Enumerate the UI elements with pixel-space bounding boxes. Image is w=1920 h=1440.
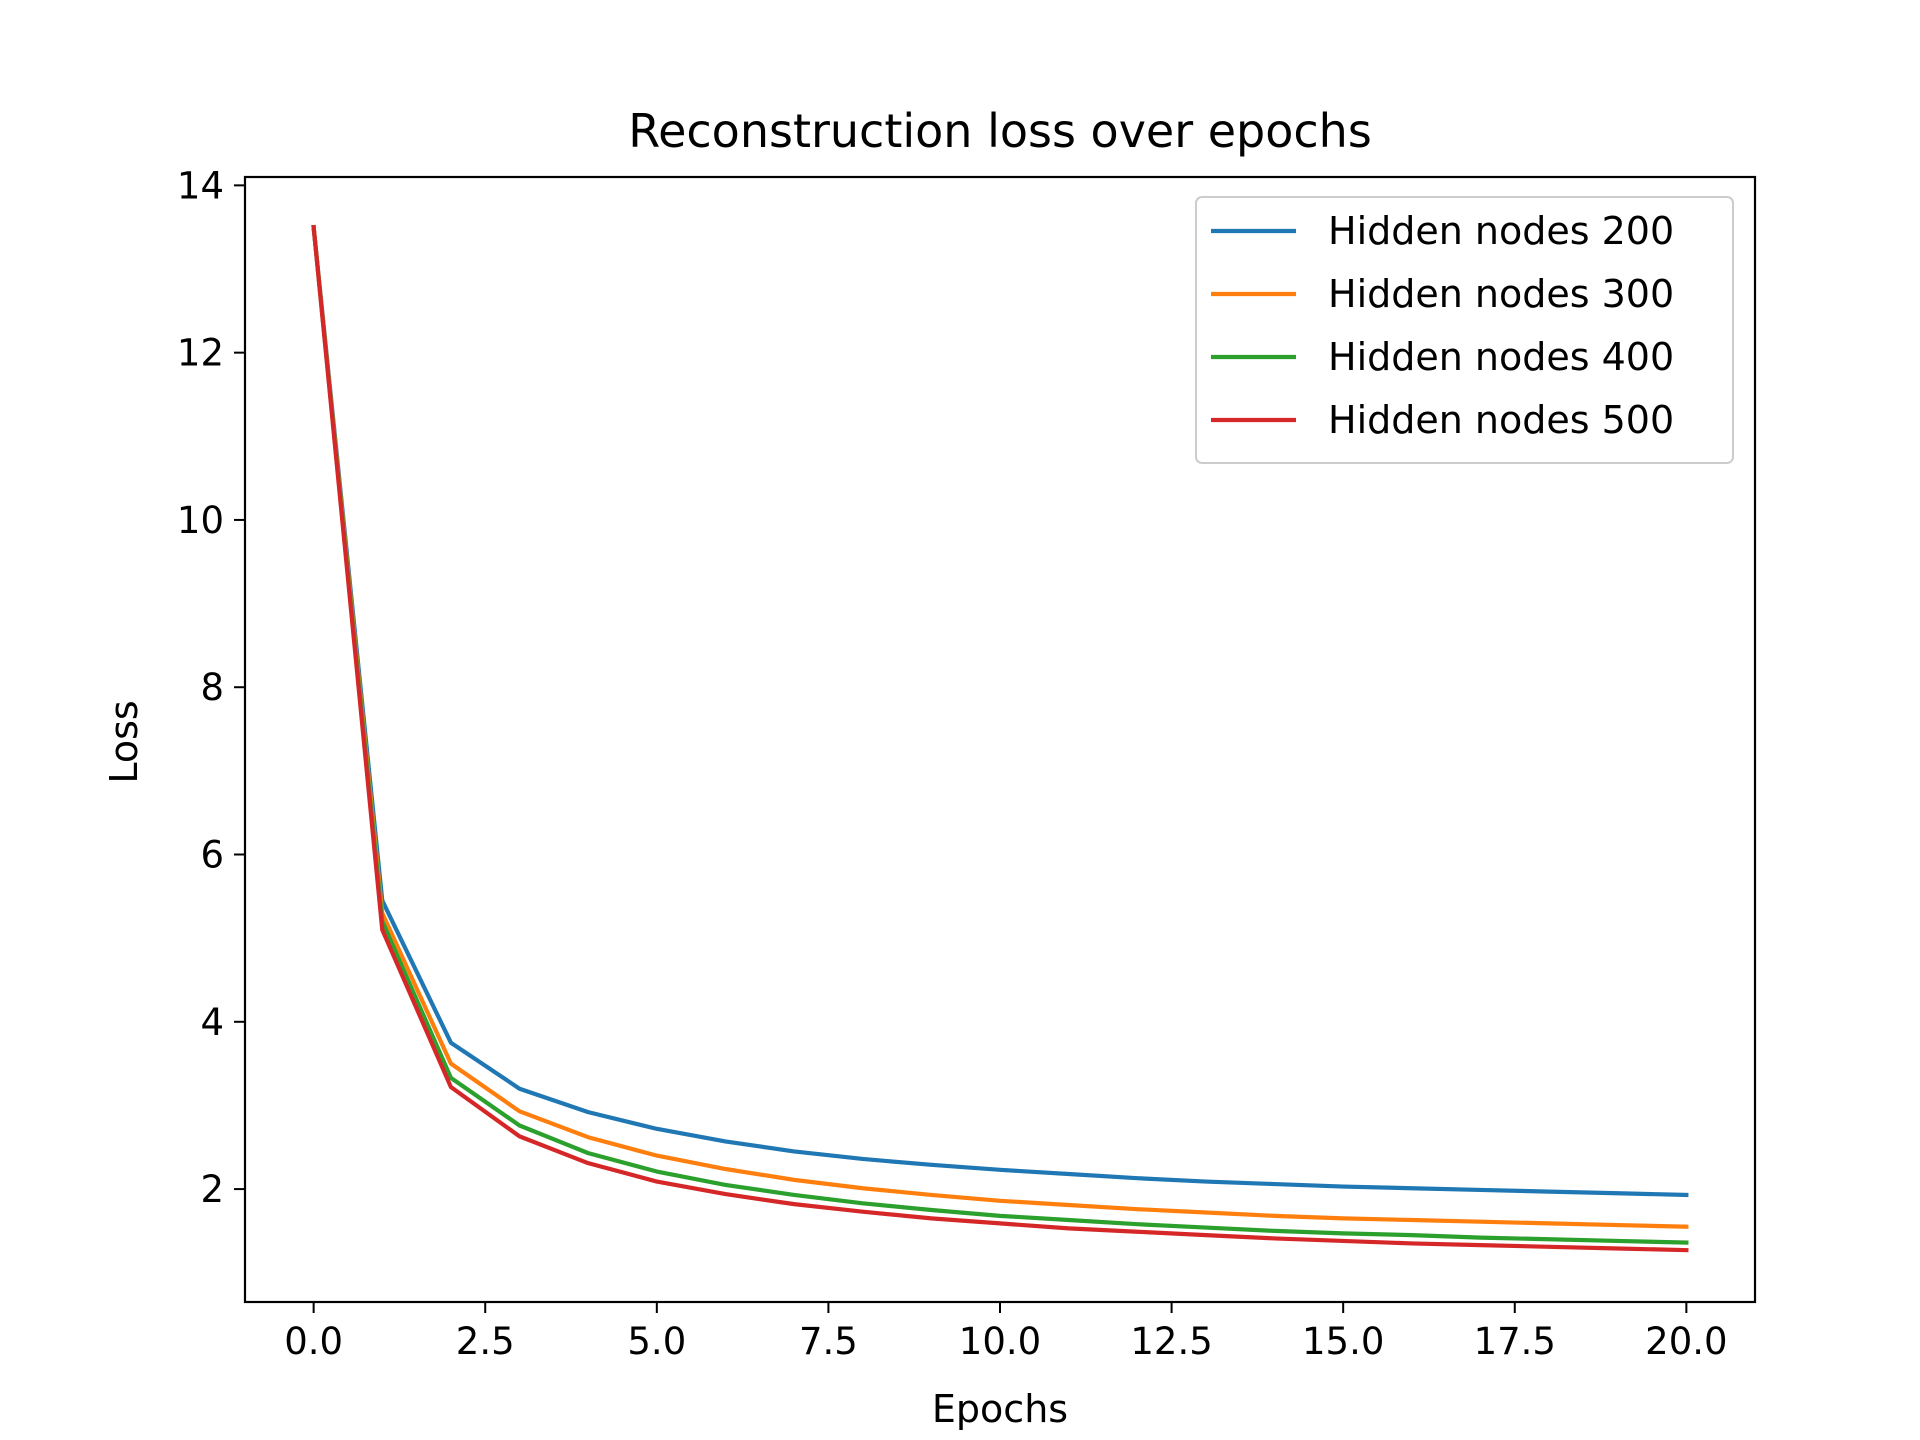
series-line-hidden-nodes-200 — [311, 224, 1689, 1198]
legend-items: Hidden nodes 200 Hidden nodes 300 Hidden n… — [1211, 209, 1674, 442]
x-tick-label: 20.0 — [1645, 1320, 1727, 1363]
series-line-hidden-nodes-500 — [311, 224, 1689, 1253]
legend-label-hidden-nodes-300: Hidden nodes 300 — [1328, 272, 1674, 316]
series-line-hidden-nodes-300 — [311, 224, 1689, 1229]
legend: Hidden nodes 200 Hidden nodes 300 Hidden n… — [1195, 196, 1734, 464]
series-line-hidden-nodes-400 — [311, 224, 1689, 1245]
y-tick-label: 14 — [177, 164, 224, 207]
x-axis-label: Epochs — [932, 1387, 1068, 1431]
y-tick-label: 8 — [200, 666, 224, 709]
legend-label-hidden-nodes-400: Hidden nodes 400 — [1328, 335, 1674, 379]
x-tick-label: 12.5 — [1130, 1320, 1212, 1363]
y-tick-label: 10 — [177, 499, 224, 542]
x-tick-label: 7.5 — [799, 1320, 858, 1363]
series-layer — [311, 224, 1689, 1253]
y-tick-label: 6 — [200, 834, 224, 877]
x-axis-ticks: 0.0 2.5 5.0 7.5 10.0 12.5 15.0 17.5 20.0 — [284, 1302, 1728, 1363]
legend-label-hidden-nodes-200: Hidden nodes 200 — [1328, 209, 1674, 253]
y-tick-label: 2 — [200, 1168, 224, 1211]
x-tick-label: 0.0 — [284, 1320, 343, 1363]
legend-box — [1195, 196, 1734, 464]
x-tick-label: 17.5 — [1474, 1320, 1556, 1363]
y-tick-label: 12 — [177, 332, 224, 375]
y-axis-label: Loss — [102, 700, 146, 783]
x-tick-label: 2.5 — [456, 1320, 515, 1363]
chart-title: Reconstruction loss over epochs — [628, 104, 1372, 158]
x-tick-label: 5.0 — [627, 1320, 686, 1363]
y-tick-label: 4 — [200, 1001, 224, 1044]
legend-label-hidden-nodes-500: Hidden nodes 500 — [1328, 398, 1674, 442]
y-axis-ticks: 2 4 6 8 10 12 14 — [177, 164, 245, 1211]
plot-area-frame — [243, 175, 1757, 1304]
x-tick-label: 10.0 — [959, 1320, 1041, 1363]
x-tick-label: 15.0 — [1302, 1320, 1384, 1363]
